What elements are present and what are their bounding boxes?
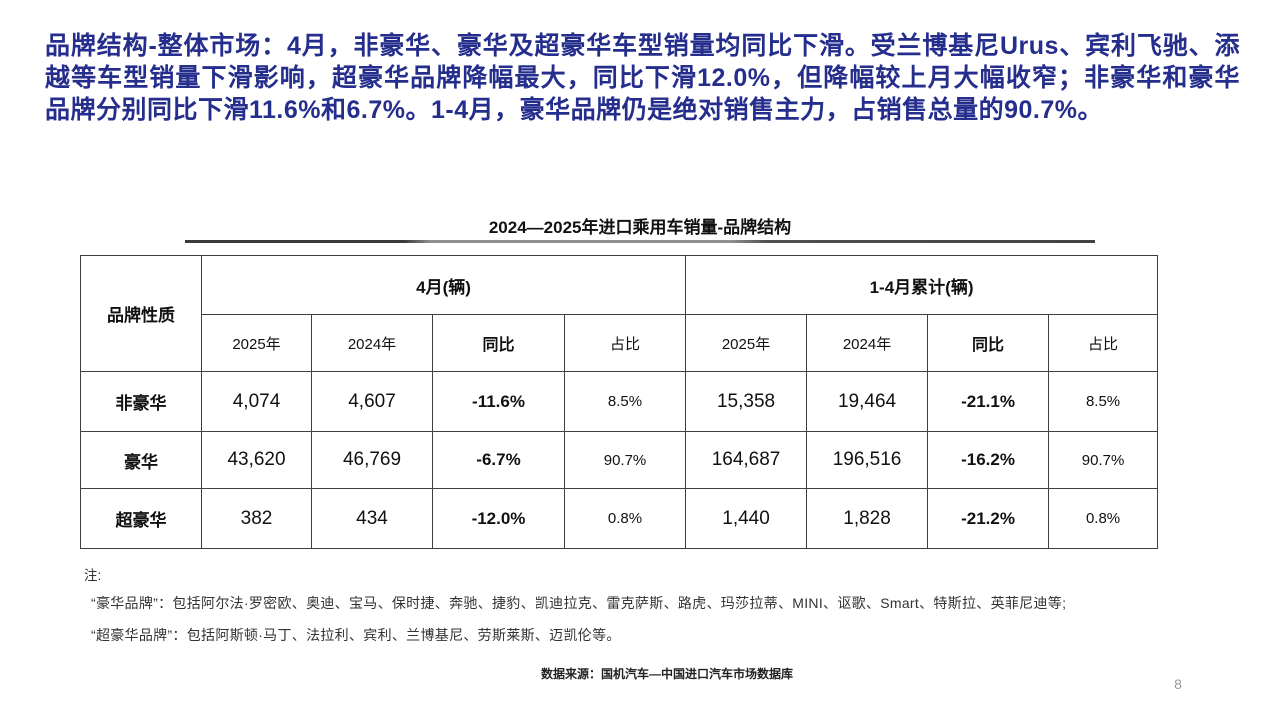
table-cell: 0.8%	[563, 488, 687, 549]
col-header-yoy-apr: 同比	[432, 314, 565, 372]
table-cell: -6.7%	[432, 431, 565, 489]
data-source-text: 数据来源：国机汽车—中国进口汽车市场数据库	[540, 667, 793, 681]
table-cell: 43,620	[201, 431, 312, 489]
table-cell: 1,440	[685, 488, 808, 549]
table-cell: 15,358	[685, 371, 808, 432]
table-cell: -12.0%	[432, 488, 565, 549]
table-cell: 19,464	[806, 371, 929, 432]
table-row-luxury: 豪华 43,620 46,769 -6.7% 90.7% 164,687 196…	[80, 431, 1159, 489]
table-cell: 90.7%	[1048, 431, 1159, 489]
table-row-non-luxury: 非豪华 4,074 4,607 -11.6% 8.5% 15,358 19,46…	[80, 371, 1159, 432]
table-cell: 1,828	[806, 488, 929, 549]
notes: 注: “豪华品牌”：包括阿尔法·罗密欧、奥迪、宝马、保时捷、奔驰、捷豹、凯迪拉克…	[84, 564, 1204, 657]
col-header-2024-apr: 2024年	[311, 314, 433, 372]
table-cell: -11.6%	[432, 371, 565, 432]
table-cell: 196,516	[806, 431, 929, 489]
page-number: 8	[1174, 676, 1182, 692]
table-cell: 8.5%	[563, 371, 687, 432]
table-cell: 382	[201, 488, 312, 549]
table-cell: 8.5%	[1048, 371, 1159, 432]
row-label-super-luxury: 超豪华	[80, 488, 202, 549]
group-header-april: 4月(辆)	[200, 255, 687, 315]
sales-table: 品牌性质 4月(辆) 1-4月累计(辆) 2025年 2024年 同比 占比 2…	[80, 255, 1159, 549]
notes-label: 注:	[84, 568, 102, 583]
table-cell: 0.8%	[1048, 488, 1159, 549]
table-cell: 4,607	[311, 371, 433, 432]
table-cell: -21.1%	[927, 371, 1050, 432]
col-header-2024-ytd: 2024年	[806, 314, 929, 372]
row-label-luxury: 豪华	[80, 431, 202, 489]
corner-header-brand-type: 品牌性质	[80, 255, 202, 372]
col-header-share-ytd: 占比	[1048, 314, 1159, 372]
table-cell: -16.2%	[927, 431, 1050, 489]
table-cell: 164,687	[685, 431, 808, 489]
group-header-jan-apr-cumulative: 1-4月累计(辆)	[685, 255, 1159, 315]
col-header-2025-apr: 2025年	[201, 314, 312, 372]
slide-headline: 品牌结构-整体市场：4月，非豪华、豪华及超豪华车型销量均同比下滑。受兰博基尼Ur…	[45, 32, 1240, 124]
table-title: 2024—2025年进口乘用车销量-品牌结构	[488, 218, 792, 237]
title-underline	[185, 240, 1095, 243]
table-row-super-luxury: 超豪华 382 434 -12.0% 0.8% 1,440 1,828 -21.…	[80, 488, 1159, 549]
row-label-non-luxury: 非豪华	[80, 371, 202, 432]
table-cell: 4,074	[201, 371, 312, 432]
table-cell: -21.2%	[927, 488, 1050, 549]
table-cell: 46,769	[311, 431, 433, 489]
col-header-share-apr: 占比	[563, 314, 687, 372]
table-cell: 90.7%	[563, 431, 687, 489]
col-header-2025-ytd: 2025年	[685, 314, 808, 372]
note-luxury-brands: “豪华品牌”：包括阿尔法·罗密欧、奥迪、宝马、保时捷、奔驰、捷豹、凯迪拉克、雷克…	[91, 595, 1067, 611]
col-header-yoy-ytd: 同比	[927, 314, 1050, 372]
note-super-luxury-brands: “超豪华品牌”：包括阿斯顿·马丁、法拉利、宾利、兰博基尼、劳斯莱斯、迈凯伦等。	[91, 627, 621, 643]
table-cell: 434	[311, 488, 433, 549]
